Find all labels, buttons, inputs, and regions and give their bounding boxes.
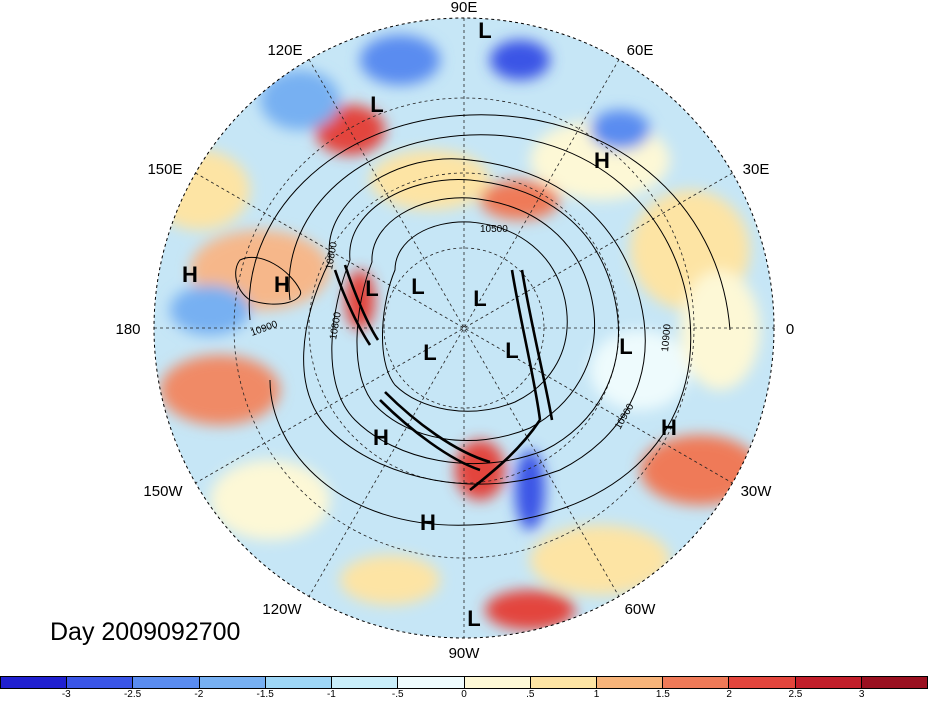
map-border	[153, 17, 775, 639]
polar-map: 10500 10800 10800 10900 10900 10900 90E …	[115, 0, 794, 662]
colorbar-segment	[861, 677, 928, 688]
colorbar-segment	[199, 677, 266, 688]
colorbar-tick-label: 2.5	[788, 689, 803, 700]
colorbar-tick-label: -1	[326, 689, 336, 700]
colorbar-segment	[67, 677, 134, 688]
colorbar-segment	[398, 677, 465, 688]
colorbar-tick-label: -2.5	[123, 689, 142, 700]
colorbar-tick-label: -1.5	[256, 689, 274, 700]
colorbar-segment	[596, 677, 664, 688]
lon-label-150w: 150W	[143, 483, 183, 500]
colorbar-segment	[464, 677, 531, 688]
day-title: Day 2009092700	[50, 618, 241, 646]
colorbar-tick-label: 0	[461, 689, 467, 700]
contour-label: 10500	[480, 224, 508, 235]
lon-label-150e: 150E	[147, 161, 182, 178]
colorbar-segment	[729, 677, 796, 688]
graticule	[154, 18, 774, 638]
high-center: H	[594, 148, 610, 173]
high-center: H	[661, 415, 677, 440]
colorbar-tick-label: .5	[526, 689, 535, 700]
colorbar-tick-label: 2	[726, 689, 732, 700]
low-center: L	[365, 276, 378, 301]
high-center: H	[373, 425, 389, 450]
high-center: H	[182, 262, 198, 287]
colorbar-tick-label: -.5	[391, 689, 404, 700]
lon-label-120e: 120E	[267, 42, 302, 59]
low-center: L	[411, 274, 424, 299]
low-center: L	[467, 606, 480, 631]
colorbar-segment	[663, 677, 730, 688]
high-center: H	[420, 510, 436, 535]
colorbar	[0, 676, 928, 689]
anomaly-field	[154, 18, 774, 638]
low-center: L	[370, 92, 383, 117]
lon-label-120w: 120W	[262, 601, 302, 618]
colorbar-segment	[133, 677, 200, 688]
contour-label: 10800	[328, 311, 344, 341]
colorbar-segment	[1, 677, 68, 688]
colorbar-tick-label: 1.5	[655, 689, 670, 700]
height-contours	[235, 114, 731, 526]
colorbar-tick-label: 3	[858, 689, 865, 700]
colorbar-ticks: -3 -2.5 -2 -1.5 -1 -.5 0 .5 1 1.5 2 2.5 3	[0, 689, 928, 702]
colorbar-tick-label: 1	[593, 689, 600, 700]
colorbar-segment	[265, 677, 333, 688]
pressure-centers: L L H L L L L L L H H H H L H	[182, 18, 677, 631]
jet-contours	[333, 264, 554, 492]
lon-label-60w: 60W	[625, 601, 657, 618]
lon-label-60e: 60E	[627, 42, 654, 59]
lon-label-180: 180	[115, 321, 140, 338]
colorbar-segment	[530, 677, 597, 688]
colorbar-segment	[795, 677, 862, 688]
low-center: L	[473, 286, 486, 311]
low-center: L	[478, 18, 491, 43]
colorbar-tick-label: -2	[194, 689, 204, 700]
contour-label: 10800	[324, 241, 340, 271]
colorbar-segment	[332, 677, 399, 688]
colorbar-tick-label: -3	[61, 689, 71, 700]
longitude-labels: 90E 60E 30E 0 30W 60W 90W 120W 150W 180 …	[115, 0, 794, 662]
low-center: L	[619, 334, 632, 359]
lon-label-0: 0	[786, 321, 794, 338]
lon-label-30e: 30E	[743, 161, 770, 178]
contour-label: 10900	[660, 323, 673, 352]
lon-label-30w: 30W	[741, 483, 773, 500]
lon-label-90e: 90E	[451, 0, 478, 16]
low-center: L	[505, 338, 518, 363]
low-center: L	[423, 340, 436, 365]
lon-label-90w: 90W	[449, 645, 481, 662]
high-center: H	[274, 272, 290, 297]
